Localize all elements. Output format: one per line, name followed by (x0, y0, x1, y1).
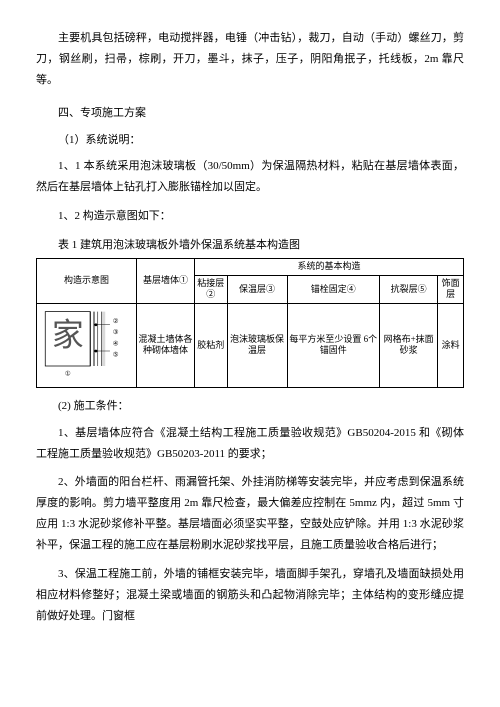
th-diagram: 构造示意图 (37, 259, 137, 304)
td-base-wall: 混凝土墙体各种砌体墙体 (137, 304, 195, 388)
diagram-label-1: ① (65, 369, 71, 377)
structure-diagram-svg: 家 ① ② ③ ④ ⑤ (38, 306, 135, 381)
td-finish: 涂料 (438, 304, 464, 388)
section-4-title: 四、专项施工方案 (36, 103, 464, 124)
th-adhesive-layer: 粘接层② (195, 275, 228, 303)
td-adhesive: 胶粘剂 (195, 304, 228, 388)
th-anchor-fix: 锚栓固定④ (287, 275, 380, 303)
diagram-label-5: ⑤ (113, 351, 119, 359)
diagram-label-4: ④ (113, 339, 119, 347)
th-insulation-layer: 保温层③ (227, 275, 287, 303)
item-1-system-desc: （1）系统说明： (36, 130, 464, 151)
para-1-1: 1、1 本系统采用泡沫玻璃板（30/50mm）为保温隔热材料，粘贴在基层墙体表面… (36, 156, 464, 198)
structure-table: 构造示意图 基层墙体① 系统的基本构造 粘接层② 保温层③ 锚栓固定④ 抗裂层⑤… (36, 258, 464, 388)
td-insulation: 泡沫玻璃板保温层 (227, 304, 287, 388)
th-crack-layer: 抗裂层⑤ (380, 275, 438, 303)
diagram-cell: 家 ① ② ③ ④ ⑤ (37, 304, 137, 388)
diagram-char: 家 (52, 317, 84, 352)
para-2-3: 3、保温工程施工前，外墙的铺框安装完毕，墙面脚手架孔，穿墙孔及墙面缺损处用相应材… (36, 564, 464, 627)
td-crack: 网格布+抹面砂浆 (380, 304, 438, 388)
diagram-label-3: ③ (113, 328, 119, 336)
tools-paragraph: 主要机具包括磅秤，电动搅拌器，电锤（冲击钻），裁刀，自动（手动）螺丝刀，剪刀，钢… (36, 28, 464, 91)
diagram-label-2: ② (113, 317, 119, 325)
table-1-caption: 表 1 建筑用泡沫玻璃板外墙外保温系统基本构造图 (36, 235, 464, 256)
td-anchor: 每平方米至少设置 6个锚固件 (287, 304, 380, 388)
item-2-conditions: (2) 施工条件： (58, 396, 464, 417)
th-base-wall: 基层墙体① (137, 259, 195, 304)
th-system-structure: 系统的基本构造 (195, 259, 464, 276)
para-2-1: 1、基层墙体应符合《混凝土结构工程施工质量验收规范》GB50204-2015 和… (36, 423, 464, 465)
para-2-2: 2、外墙面的阳台栏杆、雨漏管托架、外挂消防梯等安装完毕，并应考虑到保温系统厚度的… (36, 472, 464, 556)
th-finish-layer: 饰面层 (438, 275, 464, 303)
para-1-2: 1、2 构造示意图如下： (36, 206, 464, 227)
